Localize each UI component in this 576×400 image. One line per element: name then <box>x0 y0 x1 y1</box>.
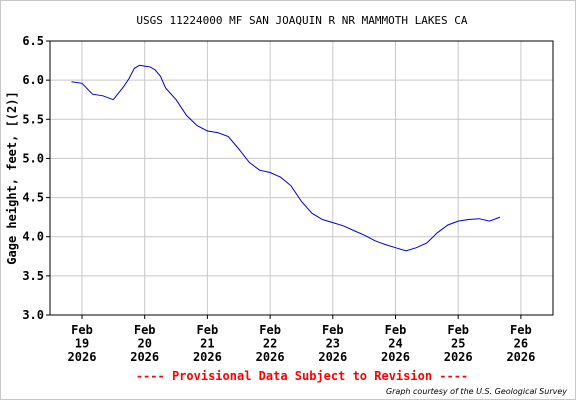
series-layer <box>49 40 554 316</box>
x-tick-labels: Feb192026Feb202026Feb212026Feb222026Feb2… <box>68 323 536 364</box>
x-tick-month: Feb <box>447 323 469 337</box>
x-tick-day: 22 <box>263 337 277 351</box>
plot-border <box>49 40 554 316</box>
x-tick-month: Feb <box>259 323 281 337</box>
x-tick-year: 2026 <box>506 350 535 364</box>
chart-title: USGS 11224000 MF SAN JOAQUIN R NR MAMMOT… <box>136 14 468 27</box>
x-tick-month: Feb <box>385 323 407 337</box>
plot-frame <box>49 40 554 316</box>
x-tick-day: 19 <box>75 337 89 351</box>
x-tick-year: 2026 <box>193 350 222 364</box>
credit-text: Graph courtesy of the U.S. Geological Su… <box>386 387 567 396</box>
x-tick-day: 21 <box>200 337 214 351</box>
x-tick-day: 24 <box>388 337 402 351</box>
x-tick-month: Feb <box>510 323 532 337</box>
provisional-notice: ---- Provisional Data Subject to Revisio… <box>136 369 468 383</box>
x-tick-month: Feb <box>322 323 344 337</box>
y-tick-label: 5.0 <box>22 151 44 165</box>
series-line <box>71 64 501 252</box>
x-tick-month: Feb <box>197 323 219 337</box>
x-tick-day: 25 <box>451 337 465 351</box>
x-tick-day: 23 <box>326 337 340 351</box>
x-tick-year: 2026 <box>256 350 285 364</box>
x-tick-day: 20 <box>137 337 151 351</box>
x-tick-month: Feb <box>134 323 156 337</box>
y-tick-label: 3.5 <box>22 269 44 283</box>
y-tick-label: 3.0 <box>22 308 44 322</box>
y-tick-label: 4.5 <box>22 191 44 205</box>
y-tick-label: 6.0 <box>22 73 44 87</box>
x-tick-year: 2026 <box>381 350 410 364</box>
y-tick-label: 5.5 <box>22 112 44 126</box>
y-tick-labels: 3.0 3.5 4.0 4.5 5.0 5.5 6.0 6.5 <box>22 34 44 322</box>
x-tick-year: 2026 <box>444 350 473 364</box>
y-tick-label: 6.5 <box>22 34 44 48</box>
x-tick-month: Feb <box>71 323 93 337</box>
x-tick-year: 2026 <box>130 350 159 364</box>
y-axis-label: Gage height, feet, [(2)] <box>5 91 19 264</box>
y-tick-label: 4.0 <box>22 230 44 244</box>
x-tick-day: 26 <box>514 337 528 351</box>
x-tick-year: 2026 <box>68 350 97 364</box>
x-tick-year: 2026 <box>318 350 347 364</box>
grid-layer <box>46 40 553 319</box>
